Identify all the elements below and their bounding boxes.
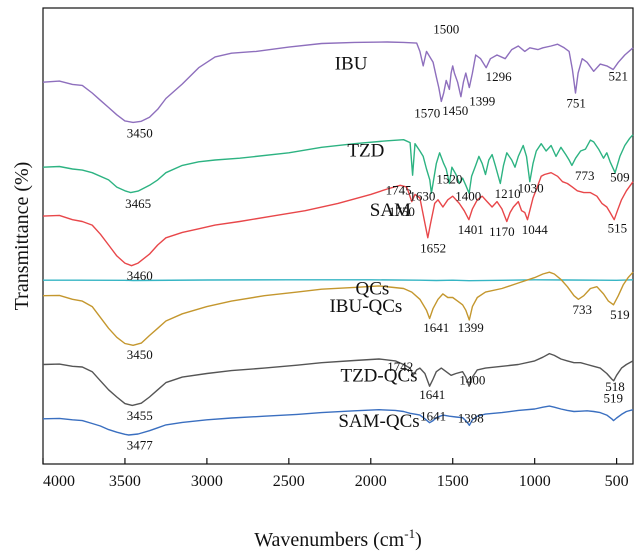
- peak-label: 519: [610, 307, 630, 322]
- peak-label: 1210: [495, 186, 521, 201]
- series-label-qcs: QCs: [356, 279, 390, 300]
- peak-label: 1750: [389, 204, 415, 219]
- series-label-sam: SAM: [370, 200, 411, 221]
- plot-frame: [42, 7, 634, 465]
- series-line-sam-qcs: [42, 405, 634, 436]
- peak-label: 1641: [420, 409, 446, 424]
- x-tick-label: 2500: [273, 473, 305, 490]
- peak-label: 3465: [125, 196, 151, 211]
- x-axis-title: Wavenumbers (cm-1): [254, 526, 422, 551]
- peak-label: 1450: [442, 103, 468, 118]
- series-line-tzd: [42, 134, 634, 194]
- peak-label: 1296: [486, 69, 513, 84]
- peak-label: 521: [609, 68, 629, 83]
- peak-label: 1398: [458, 410, 484, 425]
- peak-label: 1030: [518, 181, 544, 196]
- series-label-tzd-qcs: TZD-QCs: [340, 366, 417, 387]
- peak-label: 3455: [127, 408, 153, 423]
- peak-label: 1400: [455, 189, 481, 204]
- peak-label: 751: [566, 96, 586, 111]
- peak-label: 1641: [423, 320, 449, 335]
- peak-label: 1401: [458, 222, 484, 237]
- series-line-ibu: [42, 41, 634, 124]
- peak-label: 1520: [436, 172, 462, 187]
- series-line-ibu-qcs: [42, 271, 634, 346]
- x-tick-label: 500: [605, 473, 629, 490]
- x-tick-label: 3000: [191, 473, 223, 490]
- peak-label: 518: [605, 379, 625, 394]
- peak-label: 509: [610, 170, 630, 185]
- series-label-sam-qcs: SAM-QCs: [338, 411, 419, 432]
- peak-label: 733: [572, 302, 592, 317]
- x-tick-label: 4000: [43, 473, 75, 490]
- peak-label: 1399: [458, 320, 484, 335]
- peak-label: 1742: [387, 359, 413, 374]
- x-tick-label: 1000: [519, 473, 551, 490]
- peak-label: 773: [575, 168, 595, 183]
- peak-label: 1399: [469, 94, 495, 109]
- peak-label: 3450: [127, 126, 153, 141]
- series-line-sam: [42, 172, 634, 267]
- peak-label: 3477: [127, 438, 154, 453]
- peak-label: 1400: [459, 372, 485, 387]
- series-label-ibu-qcs: IBU-QCs: [329, 296, 402, 317]
- series-line-qcs: [43, 279, 634, 282]
- peak-label: 1570: [414, 105, 440, 120]
- peak-label: 1170: [489, 224, 515, 239]
- peak-label: 519: [604, 391, 624, 406]
- x-axis-ticks: 4000 3500 3000 2500 2000 1500 1000 500: [42, 458, 629, 490]
- x-tick-label: 2000: [355, 473, 387, 490]
- series-label-ibu: IBU: [335, 54, 368, 75]
- peak-label: 1044: [522, 222, 549, 237]
- series-line-tzd-qcs: [42, 352, 634, 407]
- x-tick-label: 3500: [109, 473, 141, 490]
- peak-label: 1652: [420, 240, 446, 255]
- peak-label: 1641: [419, 387, 445, 402]
- peak-label: 515: [608, 220, 628, 235]
- series-label-tzd: TZD: [347, 140, 384, 161]
- peak-label: 1630: [409, 189, 435, 204]
- x-tick-label: 1500: [437, 473, 469, 490]
- series-layer: [42, 41, 634, 436]
- peak-label: 1745: [386, 182, 412, 197]
- peak-label: 1500: [433, 21, 459, 36]
- peak-label: 3450: [127, 347, 153, 362]
- y-axis-title: Transmittance (%): [11, 162, 33, 311]
- peak-label: 3460: [127, 268, 153, 283]
